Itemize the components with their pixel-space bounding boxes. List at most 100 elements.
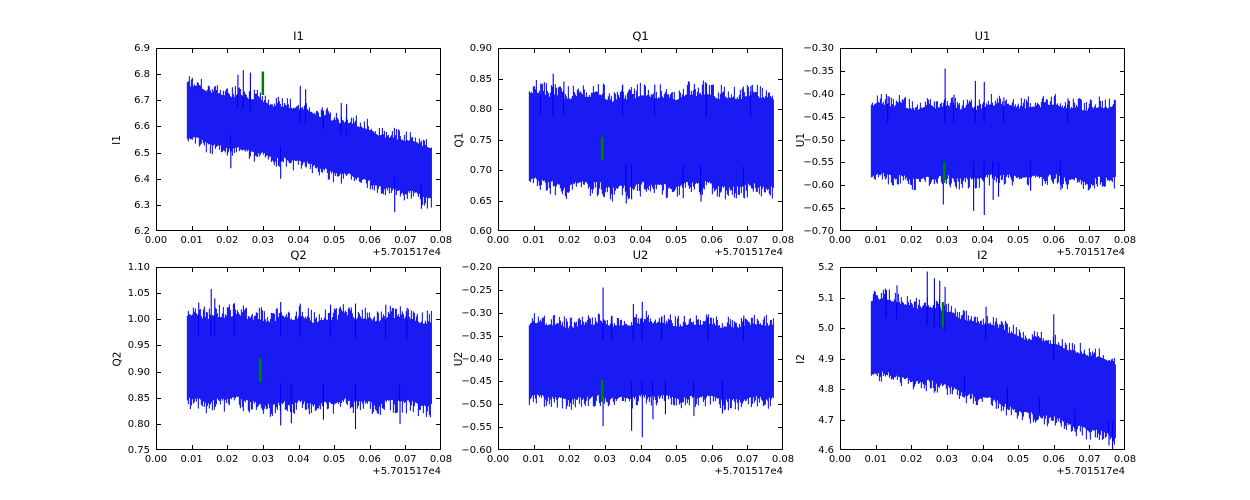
y-tick-label: 4.9 (818, 353, 834, 365)
x-axis-offset-label: +5.701517e4 (714, 466, 783, 477)
y-tick-label: 1.10 (127, 262, 150, 273)
subplot-u1: U1 U1 +5.701517e4 0.00 0.01 0.02 0.03 0.04 0.… (795, 30, 1136, 259)
x-tick-label: 0.00 (486, 454, 510, 465)
subplot-u2: U2 U2 +5.701517e4 0.00 0.01 0.02 0.03 0.04 0.… (453, 249, 794, 478)
y-tick-label: 0.85 (127, 392, 150, 404)
y-tick-label: 0.75 (469, 134, 492, 146)
x-tick-label: 0.07 (394, 235, 417, 246)
x-tick-label: 0.07 (736, 454, 759, 465)
plot-title-q1: Q1 (632, 29, 649, 43)
y-tick-label: −0.30 (461, 307, 492, 319)
y-tick-label: −0.65 (803, 203, 834, 215)
y-tick-label: 0.80 (469, 104, 492, 115)
x-tick-label: 0.05 (1006, 235, 1030, 246)
x-tick-label: 0.00 (828, 454, 852, 465)
y-tick-label: −0.50 (461, 399, 492, 411)
y-tick-label: −0.45 (803, 111, 834, 123)
y-tick-label: −0.50 (803, 134, 834, 146)
x-tick-label: 0.08 (429, 235, 453, 246)
x-tick-label: 0.05 (322, 454, 346, 465)
y-axis-label-text: Q2 (111, 351, 124, 366)
x-tick-label: 0.05 (322, 235, 346, 246)
y-tick-label: 0.90 (469, 43, 492, 54)
x-tick-label: 0.03 (593, 235, 616, 246)
plot-title-i2: I2 (977, 248, 988, 262)
x-tick-label: 0.02 (216, 235, 239, 246)
x-tick-label: 0.06 (358, 454, 381, 465)
y-tick-label: 0.90 (127, 366, 150, 378)
plot-canvas-i2 (840, 267, 1125, 450)
plot-canvas-q1 (498, 48, 783, 231)
x-axis-offset-label: +5.701517e4 (372, 247, 441, 258)
y-tick-label: 0.85 (469, 73, 492, 85)
y-tick-label: 1.05 (127, 288, 150, 300)
x-tick-label: 0.07 (394, 454, 417, 465)
y-tick-label: 6.7 (134, 95, 150, 107)
x-tick-label: 0.03 (593, 454, 616, 465)
x-tick-label: 0.08 (771, 235, 795, 246)
x-tick-label: 0.06 (1042, 235, 1065, 246)
y-tick-label: 4.8 (818, 384, 834, 395)
y-tick-label: −0.45 (461, 376, 492, 388)
y-tick-label: −0.30 (803, 43, 834, 54)
x-tick-label: 0.06 (1042, 454, 1065, 465)
y-tick-label: −0.40 (461, 353, 492, 365)
plot-canvas-u1 (840, 48, 1125, 231)
x-tick-label: 0.08 (1113, 235, 1137, 246)
x-tick-label: 0.03 (935, 454, 958, 465)
subplot-q1: Q1 Q1 +5.701517e4 0.00 0.01 0.02 0.03 0.04 0.… (453, 30, 794, 259)
x-tick-label: 0.08 (429, 454, 453, 465)
subplot-q2: Q2 Q2 +5.701517e4 0.00 0.01 0.02 0.03 0.04 0.… (111, 249, 452, 478)
x-tick-label: 0.03 (251, 454, 274, 465)
x-tick-label: 0.03 (935, 235, 958, 246)
x-tick-label: 0.07 (736, 235, 759, 246)
plot-title-u2: U2 (632, 248, 649, 262)
x-tick-label: 0.01 (522, 454, 545, 465)
y-tick-label: 6.5 (134, 147, 150, 159)
y-tick-label: −0.35 (803, 65, 834, 77)
x-tick-label: 0.01 (180, 235, 203, 246)
x-tick-label: 0.01 (180, 454, 203, 465)
y-tick-label: 6.4 (134, 173, 150, 185)
plot-title-i1: I1 (293, 29, 304, 43)
x-tick-label: 0.01 (864, 454, 887, 465)
x-tick-label: 0.08 (1113, 454, 1137, 465)
y-tick-label: 4.6 (818, 445, 834, 456)
plot-canvas-i1 (156, 48, 441, 231)
x-tick-label: 0.08 (771, 454, 795, 465)
x-tick-label: 0.04 (971, 235, 994, 246)
x-tick-label: 0.00 (144, 235, 168, 246)
y-tick-label: −0.40 (803, 88, 834, 100)
x-tick-label: 0.04 (287, 454, 310, 465)
x-tick-label: 0.01 (864, 235, 887, 246)
y-tick-label: −0.70 (803, 226, 834, 237)
y-tick-label: −0.20 (461, 262, 492, 273)
x-tick-label: 0.06 (700, 235, 723, 246)
x-tick-label: 0.02 (216, 454, 239, 465)
y-tick-label: −0.55 (461, 422, 492, 434)
y-tick-label: 0.75 (127, 445, 150, 456)
subplot-i2: I2 I2 +5.701517e4 0.00 0.01 0.02 0.03 0.04 0.… (795, 249, 1136, 478)
x-tick-label: 0.07 (1078, 454, 1101, 465)
y-tick-label: 1.00 (127, 314, 150, 326)
y-tick-label: 6.3 (134, 199, 150, 211)
subplot-i1: I1 I1 +5.701517e4 0.00 0.01 0.02 0.03 0.04 0.… (111, 30, 452, 259)
y-tick-label: 6.6 (134, 121, 150, 133)
y-tick-label: 0.65 (469, 195, 492, 207)
y-tick-label: −0.60 (803, 180, 834, 192)
x-tick-label: 0.04 (629, 454, 652, 465)
x-tick-label: 0.02 (900, 235, 923, 246)
x-axis-offset-label: +5.701517e4 (714, 247, 783, 258)
x-tick-label: 0.02 (558, 454, 581, 465)
x-tick-label: 0.04 (287, 235, 310, 246)
x-tick-label: 0.05 (1006, 454, 1030, 465)
x-tick-label: 0.04 (971, 454, 994, 465)
x-tick-label: 0.05 (664, 235, 688, 246)
y-tick-label: 5.0 (818, 323, 834, 334)
x-tick-label: 0.02 (558, 235, 581, 246)
y-tick-label: −0.35 (461, 330, 492, 342)
y-tick-label: 0.70 (469, 165, 492, 176)
y-tick-label: 4.7 (818, 414, 834, 426)
x-axis-offset-label: +5.701517e4 (372, 466, 441, 477)
